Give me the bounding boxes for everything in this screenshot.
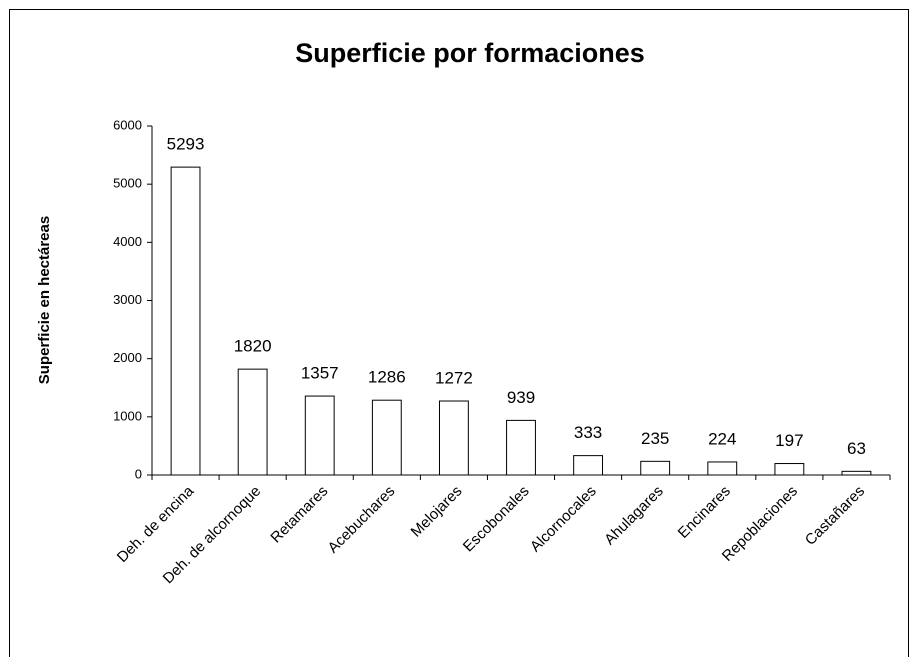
- data-label: 333: [574, 423, 602, 442]
- y-tick-label: 0: [135, 466, 142, 481]
- frame: [9, 9, 909, 657]
- bar: [506, 419, 536, 476]
- x-tick-label: Retamares: [267, 483, 331, 547]
- y-tick-label: 4000: [113, 234, 142, 249]
- data-label: 1272: [435, 368, 473, 387]
- data-label: 1357: [301, 364, 339, 383]
- y-tick-label: 1000: [113, 408, 142, 423]
- x-tick-label: Ahulagares: [601, 483, 667, 549]
- data-label: 63: [847, 439, 866, 458]
- y-axis-label: Superficie en hectáreas: [36, 216, 53, 384]
- x-tick-label: Acebuchares: [325, 483, 399, 557]
- data-label: 1820: [234, 337, 272, 356]
- data-label: 939: [507, 388, 535, 407]
- bar: [707, 461, 738, 476]
- bar: [170, 166, 201, 476]
- bar: [774, 463, 805, 476]
- data-label: 224: [708, 429, 736, 448]
- bar: [438, 400, 469, 476]
- chart-title: Superficie por formaciones: [295, 38, 645, 68]
- data-label: 235: [641, 429, 669, 448]
- bar: [640, 460, 671, 476]
- y-tick-label: 2000: [113, 350, 142, 365]
- bar: [841, 470, 872, 476]
- data-label: 1286: [368, 368, 406, 387]
- x-tick-label: Melojares: [408, 483, 466, 541]
- bar: [573, 455, 604, 476]
- y-tick-label: 3000: [113, 292, 142, 307]
- bar: [237, 368, 268, 476]
- data-label: 5293: [167, 135, 205, 154]
- y-tick-label: 5000: [113, 176, 142, 191]
- x-tick-label: Alcornocales: [527, 483, 600, 556]
- x-tick-label: Escobonales: [460, 483, 533, 556]
- data-label: 197: [775, 431, 803, 450]
- bar: [304, 395, 335, 476]
- bar: [371, 399, 402, 476]
- y-tick-label: 6000: [113, 117, 142, 132]
- x-tick-label: Encinares: [675, 483, 734, 542]
- x-tick-label: Castañares: [802, 483, 868, 549]
